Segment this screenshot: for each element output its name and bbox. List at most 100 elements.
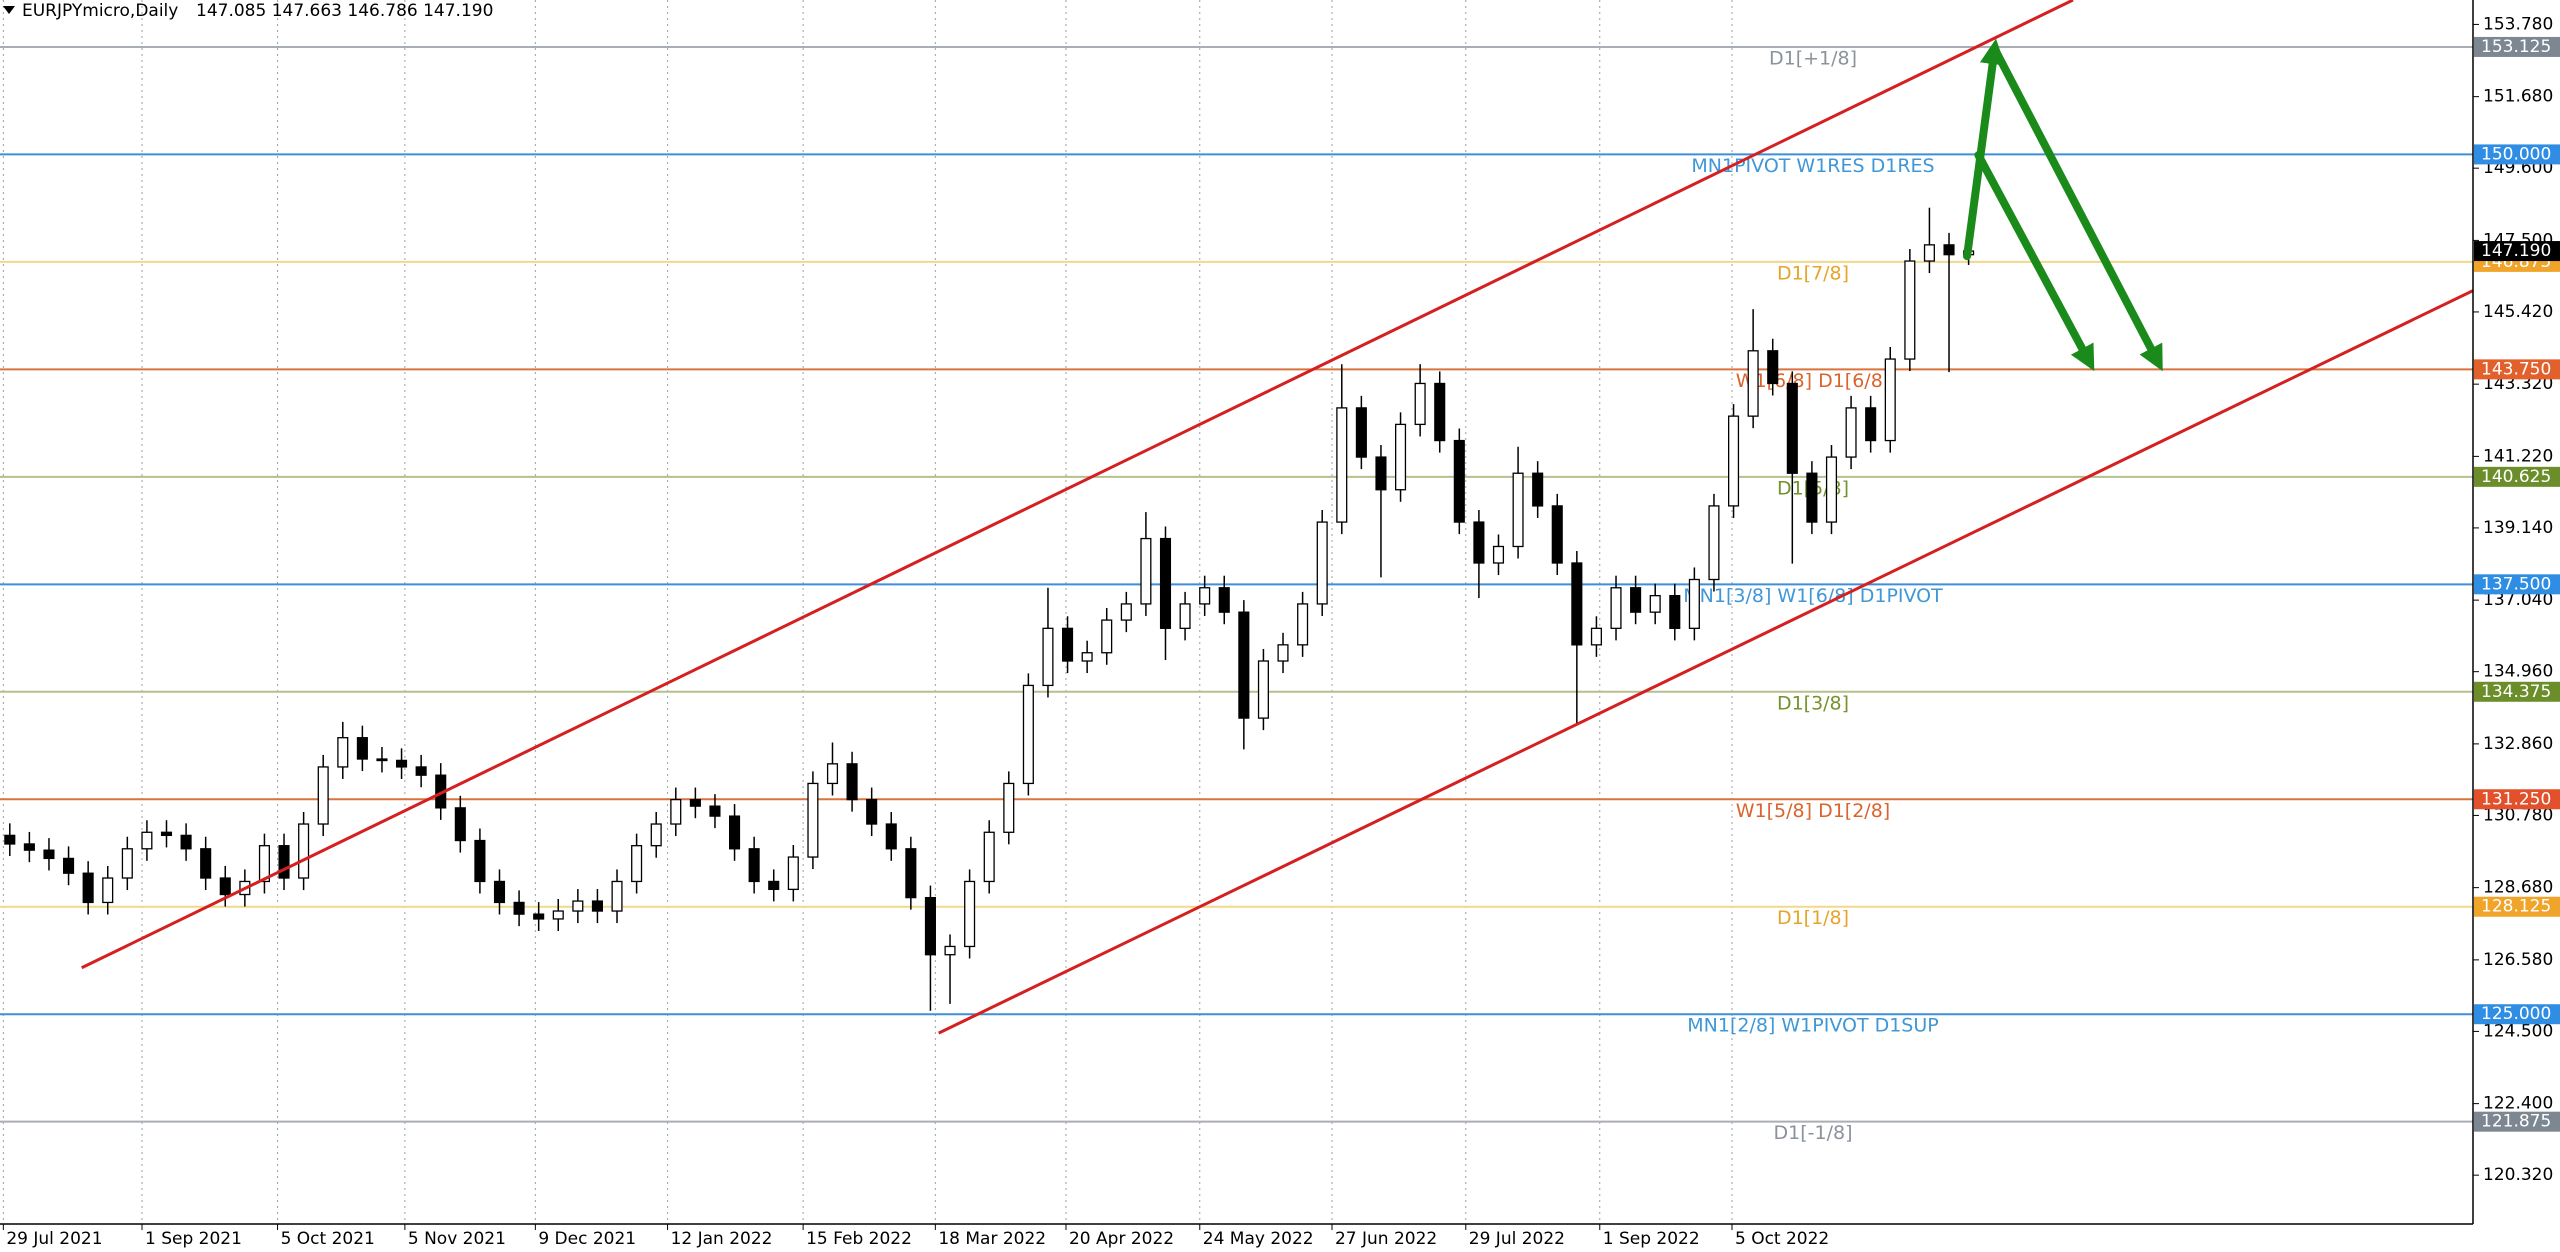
level-price-box xyxy=(2474,574,2560,595)
y-tick-label: 132.860 xyxy=(2483,734,2553,754)
candle-body xyxy=(1728,415,1740,507)
candle-body xyxy=(572,900,584,912)
candle-body xyxy=(219,877,231,896)
candle-body xyxy=(631,845,643,883)
x-tick-label: 5 Oct 2021 xyxy=(281,1229,375,1249)
y-tick-label: 128.680 xyxy=(2483,878,2553,898)
level-price-label: 140.625 xyxy=(2481,467,2551,487)
candle-body xyxy=(454,807,466,842)
candle-body xyxy=(1649,595,1661,613)
candle-body xyxy=(337,737,349,768)
candle-body xyxy=(1786,382,1798,474)
x-tick-label: 18 Mar 2022 xyxy=(938,1229,1046,1249)
forecast-arrow xyxy=(1974,151,2095,372)
x-tick-label: 12 Jan 2022 xyxy=(671,1229,773,1249)
candle-body xyxy=(1316,521,1328,605)
trendline xyxy=(938,289,2474,1035)
level-label: MN1PIVOT W1RES D1RES xyxy=(1691,155,1934,177)
candle-body xyxy=(787,856,799,891)
candle-body xyxy=(1277,644,1289,662)
candle-body xyxy=(1571,562,1583,646)
x-tick-label: 1 Sep 2021 xyxy=(145,1229,242,1249)
candle-body xyxy=(43,849,55,860)
y-tick-label: 141.220 xyxy=(2483,446,2553,466)
level-price-label: 131.250 xyxy=(2481,789,2551,809)
candle-body xyxy=(63,857,75,874)
candle-body xyxy=(1708,505,1720,581)
trendline xyxy=(81,0,2074,970)
y-tick-label: 122.400 xyxy=(2483,1094,2553,1114)
candle-body xyxy=(748,848,760,883)
candle-body xyxy=(1081,652,1093,662)
candle-body xyxy=(258,845,270,883)
level-label: D1[+1/8] xyxy=(1769,47,1857,69)
level-label: D1[3/8] xyxy=(1777,692,1849,714)
symbol-menu-icon[interactable] xyxy=(3,6,15,14)
x-tick-label: 1 Sep 2022 xyxy=(1603,1229,1700,1249)
level-price-label: 134.375 xyxy=(2481,682,2551,702)
y-tick-label: 137.040 xyxy=(2483,590,2553,610)
y-tick-label: 145.420 xyxy=(2483,302,2553,322)
candle-body xyxy=(102,877,114,904)
candle-body xyxy=(513,901,525,915)
candle-body xyxy=(709,805,721,817)
candle-body xyxy=(82,872,94,904)
candle-body xyxy=(180,834,192,850)
candle-body xyxy=(1395,423,1407,491)
candle-body xyxy=(924,896,936,956)
y-tick-label: 124.500 xyxy=(2483,1021,2553,1041)
candle-body xyxy=(278,845,290,879)
candle-body xyxy=(1355,407,1367,458)
candle-body xyxy=(1140,537,1152,605)
level-price-box xyxy=(2474,1111,2560,1132)
candle-body xyxy=(1336,407,1348,523)
candle-body xyxy=(356,737,368,760)
candle-body xyxy=(1630,587,1642,613)
level-price-box xyxy=(2474,681,2560,702)
candle-body xyxy=(1884,358,1896,442)
candle-body xyxy=(1414,382,1426,426)
current-price-box xyxy=(2474,241,2560,262)
level-price-label: 137.500 xyxy=(2481,574,2551,594)
candle-body xyxy=(1238,611,1250,719)
candle-body xyxy=(1375,456,1387,491)
level-price-box xyxy=(2474,359,2560,380)
candle-body xyxy=(1159,537,1172,629)
candle-body xyxy=(983,831,995,883)
x-tick-label: 5 Nov 2021 xyxy=(408,1229,506,1249)
candle-body xyxy=(1199,587,1211,605)
x-tick-label: 29 Jul 2021 xyxy=(6,1229,102,1249)
level-label: D1[7/8] xyxy=(1777,262,1849,284)
candle-body xyxy=(1473,521,1485,564)
candle-body xyxy=(1669,595,1681,629)
candle-body xyxy=(1904,260,1916,360)
level-label: MN1[2/8] W1PIVOT D1SUP xyxy=(1687,1015,1938,1037)
candle-body xyxy=(1101,619,1113,654)
candle-body xyxy=(1297,603,1309,646)
candle-body xyxy=(1257,660,1269,719)
candle-body xyxy=(591,900,603,912)
level-price-box xyxy=(2474,896,2560,917)
candle-body xyxy=(885,823,897,850)
y-tick-label: 139.140 xyxy=(2483,518,2553,538)
level-label: W1[6/8] D1[6/8] xyxy=(1736,370,1890,392)
y-tick-label: 134.960 xyxy=(2483,662,2553,682)
candle-body xyxy=(964,880,976,948)
x-tick-label: 29 Jul 2022 xyxy=(1469,1229,1565,1249)
candle-body xyxy=(1590,627,1602,646)
x-tick-label: 9 Dec 2021 xyxy=(538,1229,636,1249)
candle-body xyxy=(23,843,35,851)
x-tick-label: 15 Feb 2022 xyxy=(806,1229,912,1249)
candle-body xyxy=(1610,587,1622,629)
candle-body xyxy=(1923,244,1935,262)
y-tick-label: 126.580 xyxy=(2483,950,2553,970)
y-tick-label: 153.780 xyxy=(2483,14,2553,34)
candle-body xyxy=(121,848,133,879)
candle-body xyxy=(1022,684,1034,785)
level-price-box xyxy=(2474,1004,2560,1025)
level-price-box xyxy=(2474,36,2560,57)
level-label: D1[-1/8] xyxy=(1774,1122,1853,1144)
candle-body xyxy=(415,766,427,776)
candle-body xyxy=(1512,472,1524,548)
